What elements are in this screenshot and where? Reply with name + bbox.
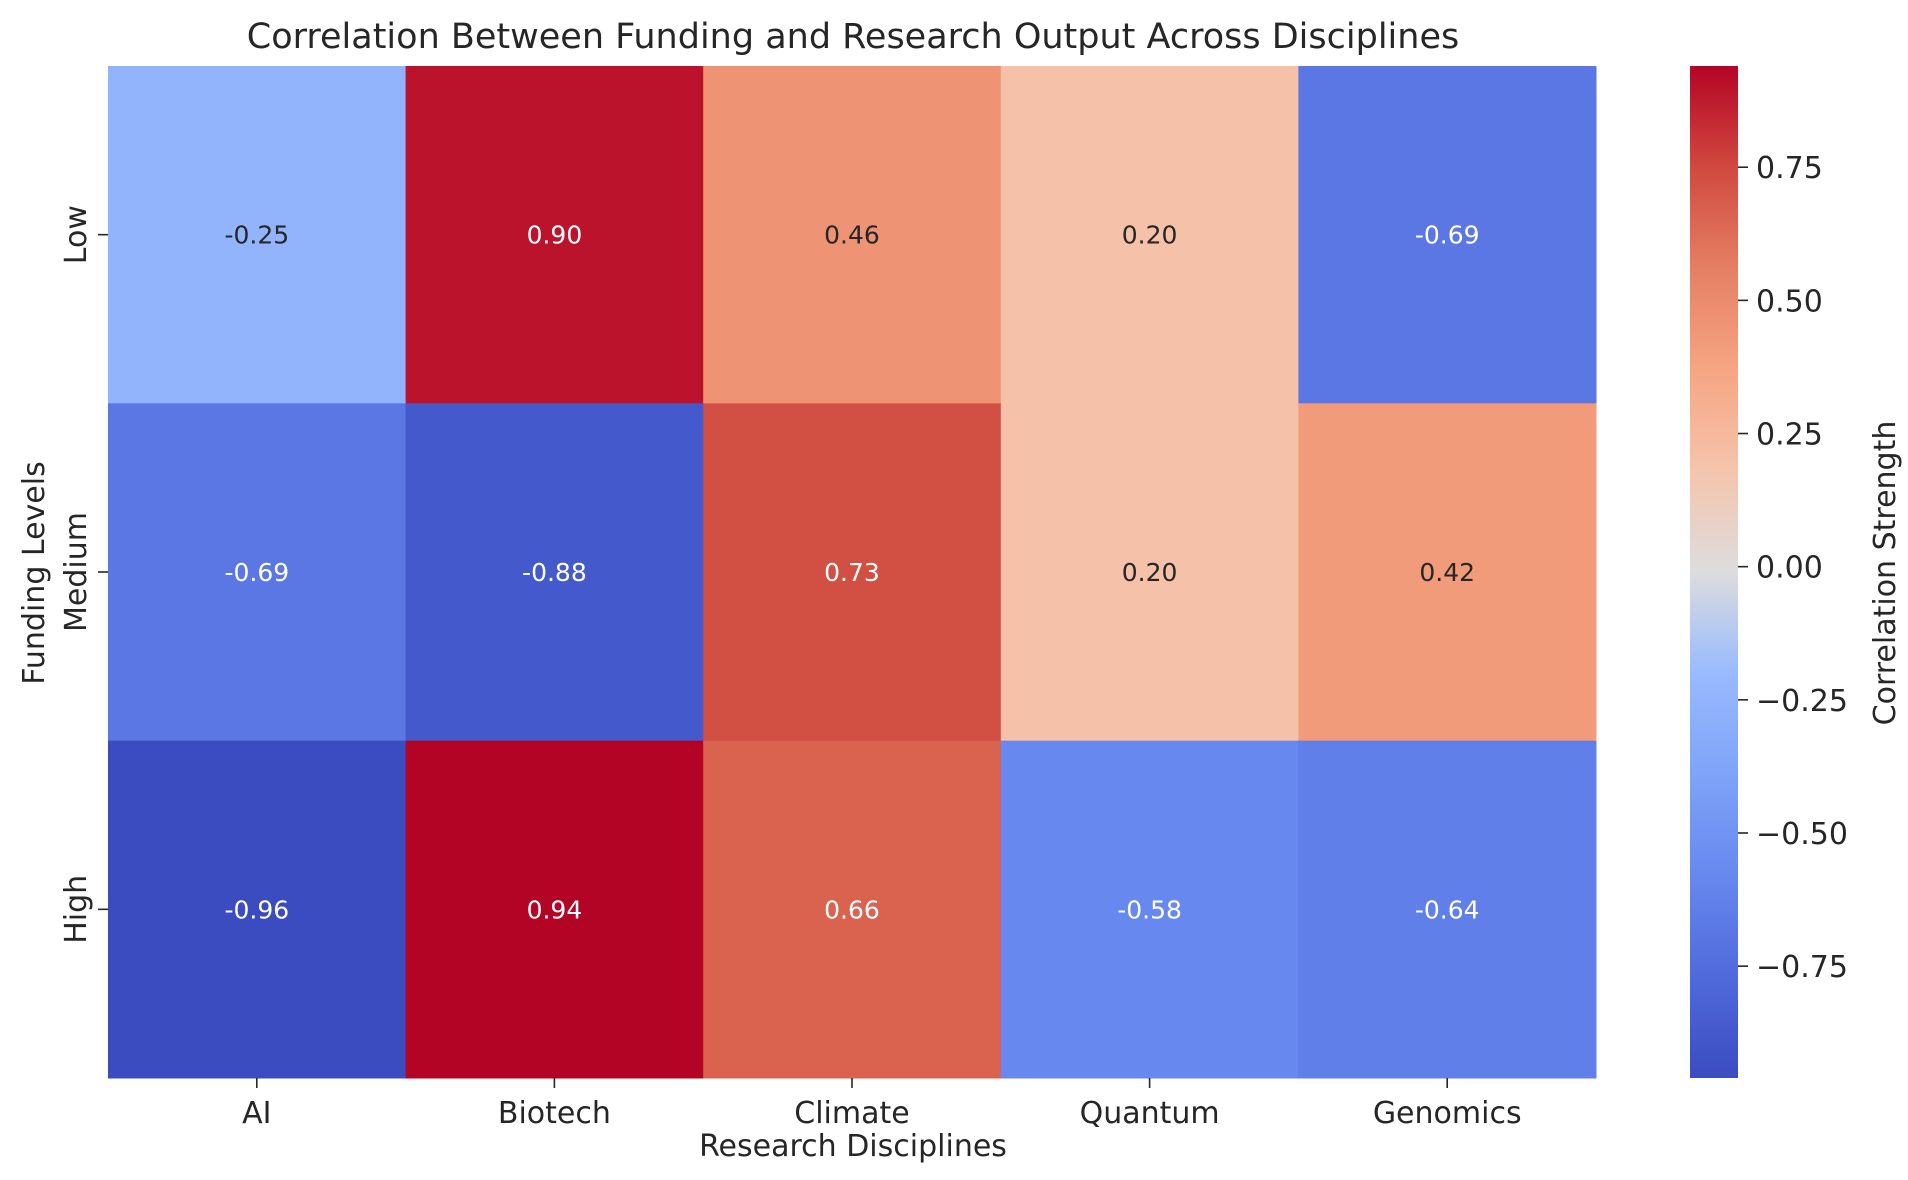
colorbar-tick-label: −0.50	[1756, 817, 1848, 852]
colorbar-tick-label: 0.00	[1756, 551, 1823, 586]
cell-value-label: 0.20	[1122, 221, 1178, 250]
heatmap-cell	[1000, 740, 1299, 1079]
heatmap-cell	[108, 740, 407, 1079]
heatmap-cell	[703, 66, 1002, 404]
heatmap-cell	[1000, 66, 1299, 404]
heatmap-cell	[1298, 740, 1597, 1079]
colorbar-tick-label: −0.75	[1756, 950, 1848, 985]
cell-value-label: 0.90	[527, 221, 583, 250]
colorbar-tick-label: 0.75	[1756, 151, 1823, 186]
cell-value-labels: -0.25 0.90 0.46 0.20 -0.69 -0.69 -0.88 0.73 0.20…	[224, 221, 1479, 925]
colorbar-tick-label: 0.50	[1756, 284, 1823, 319]
y-tick-label: Low	[59, 205, 94, 264]
cell-value-label: -0.64	[1415, 895, 1480, 924]
heatmap-cells	[108, 66, 1597, 1079]
cell-value-label: 0.73	[824, 558, 880, 587]
heatmap-cell	[1000, 403, 1299, 742]
cell-value-label: -0.58	[1117, 895, 1182, 924]
colorbar-gradient	[1690, 66, 1738, 1078]
cell-value-label: -0.88	[522, 558, 587, 587]
y-tick-label: Medium	[59, 512, 94, 632]
heatmap-cell	[405, 66, 704, 404]
x-tick-label: Quantum	[1080, 1096, 1220, 1131]
heatmap-cell	[703, 740, 1002, 1079]
x-axis: AI Biotech Climate Quantum Genomics	[242, 1078, 1522, 1131]
colorbar-tick-label: −0.25	[1756, 684, 1848, 719]
x-tick-label: Biotech	[498, 1096, 611, 1131]
heatmap-cell	[405, 403, 704, 742]
heatmap-cell	[703, 403, 1002, 742]
x-tick-label: Climate	[794, 1096, 909, 1131]
heatmap-cell	[108, 403, 407, 742]
cell-value-label: -0.69	[1415, 221, 1480, 250]
colorbar-tick-label: 0.25	[1756, 418, 1823, 453]
cell-value-label: -0.96	[224, 895, 289, 924]
cell-value-label: 0.94	[527, 895, 583, 924]
cell-value-label: -0.69	[224, 558, 289, 587]
cell-value-label: 0.20	[1122, 558, 1178, 587]
cell-value-label: 0.66	[824, 895, 880, 924]
colorbar: −0.75 −0.50 −0.25 0.00 0.25 0.50 0.75	[1690, 66, 1848, 1078]
cell-value-label: 0.46	[824, 221, 880, 250]
x-tick-label: AI	[242, 1096, 271, 1131]
heatmap-cell	[1298, 66, 1597, 404]
x-tick-label: Genomics	[1373, 1096, 1522, 1131]
cell-value-label: -0.25	[224, 221, 289, 250]
y-axis: Low Medium High	[59, 205, 108, 944]
heatmap-cell	[108, 66, 407, 404]
colorbar-label: Correlation Strength	[1868, 421, 1903, 726]
y-axis-title: Funding Levels	[17, 461, 52, 684]
y-tick-label: High	[59, 875, 94, 944]
chart-title: Correlation Between Funding and Research…	[247, 17, 1459, 57]
cell-value-label: 0.42	[1419, 558, 1475, 587]
heatmap-cell	[1298, 403, 1597, 742]
x-axis-title: Research Disciplines	[699, 1129, 1007, 1164]
heatmap-cell	[405, 740, 704, 1079]
